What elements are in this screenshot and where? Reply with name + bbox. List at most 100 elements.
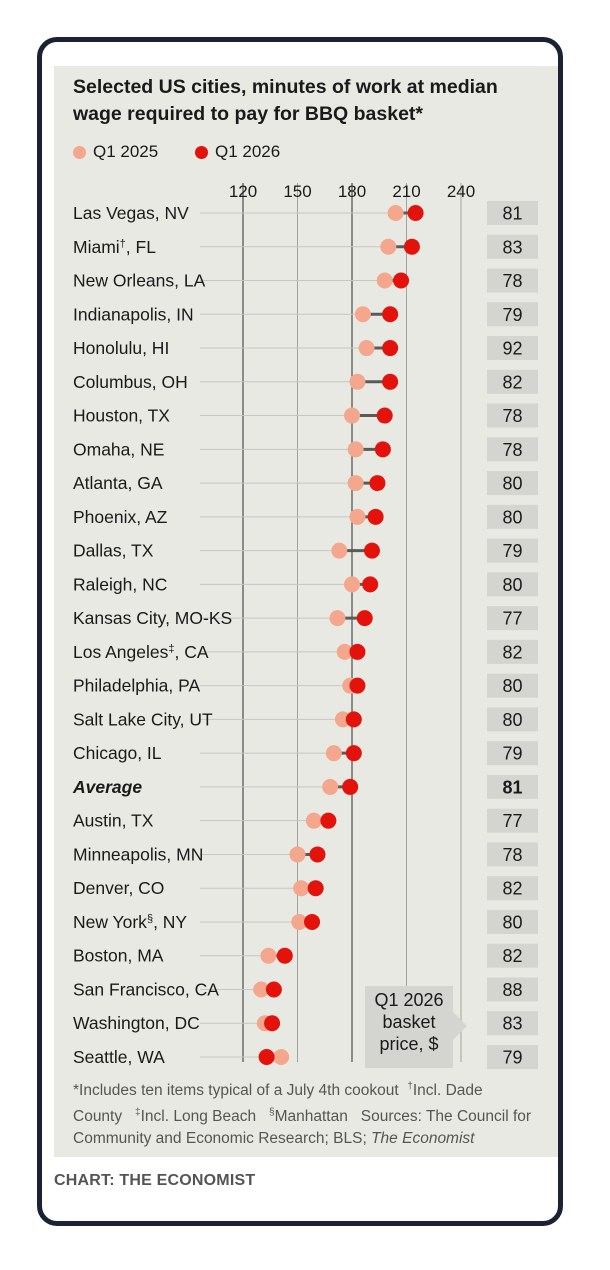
price-box-phoenix-az xyxy=(487,504,538,529)
price-value-dallas-tx: 79 xyxy=(502,541,522,561)
row-label-dallas-tx: Dallas, TX xyxy=(73,541,154,561)
row-label-houston-tx: Houston, TX xyxy=(73,406,170,426)
price-value-miami: 83 xyxy=(502,237,522,257)
legend-swatch-q1-2025 xyxy=(73,146,86,159)
row-label-suffix: , CA xyxy=(174,642,208,662)
price-callout: Q1 2026 basket price, $ xyxy=(365,986,453,1068)
row-label-los-angeles: Los Angeles‡, CA xyxy=(73,642,209,662)
dot-q1-2026-seattle-wa xyxy=(258,1049,275,1065)
callout-line-3: price, $ xyxy=(379,1034,439,1054)
row-label-boston-ma: Boston, MA xyxy=(73,946,164,966)
price-box-new-york xyxy=(487,909,538,934)
row-label-omaha-ne: Omaha, NE xyxy=(73,439,164,459)
row-label-san-francisco-ca: San Francisco, CA xyxy=(73,979,219,999)
dot-q1-2025-new-york xyxy=(291,913,308,930)
row-label-kansas-city-mo-ks: Kansas City, MO-KS xyxy=(73,608,232,628)
dot-q1-2025-denver-co xyxy=(293,880,310,897)
row-label-austin-tx: Austin, TX xyxy=(73,811,154,831)
row-label-text: Denver, CO xyxy=(73,878,164,898)
row-label-mark: § xyxy=(147,913,153,925)
dot-q1-2025-columbus-oh xyxy=(349,373,366,390)
row-label-phoenix-az: Phoenix, AZ xyxy=(73,507,168,527)
chart-credit: CHART: THE ECONOMIST xyxy=(54,1172,256,1189)
row-label-text: Seattle, WA xyxy=(73,1047,165,1067)
chart-title: Selected US cities, minutes of work at m… xyxy=(73,76,498,125)
dot-q1-2025-seattle-wa xyxy=(273,1049,290,1065)
dot-q1-2026-phoenix-az xyxy=(367,508,384,525)
row-label-atlanta-ga: Atlanta, GA xyxy=(73,473,163,493)
price-box-indianapolis-in xyxy=(487,302,538,327)
price-value-average: 81 xyxy=(502,777,522,797)
x-tick-label-210: 210 xyxy=(392,182,420,201)
row-label-text: Austin, TX xyxy=(73,811,154,831)
x-tick-label-240: 240 xyxy=(447,182,475,201)
row-label-text: Atlanta, GA xyxy=(73,473,163,493)
row-label-text: Minneapolis, MN xyxy=(73,844,203,864)
price-box-boston-ma xyxy=(487,943,538,968)
dot-q1-2026-boston-ma xyxy=(276,947,293,964)
row-label-suffix: , NY xyxy=(153,912,187,932)
price-value-houston-tx: 78 xyxy=(502,406,522,426)
row-label-philadelphia-pa: Philadelphia, PA xyxy=(73,676,200,696)
price-value-washington-dc: 83 xyxy=(502,1014,522,1034)
row-label-text: San Francisco, CA xyxy=(73,979,219,999)
price-value-boston-ma: 82 xyxy=(502,946,522,966)
callout-line-1: Q1 2026 xyxy=(374,990,444,1010)
price-value-minneapolis-mn: 78 xyxy=(502,845,522,865)
dot-q1-2025-dallas-tx xyxy=(331,542,348,559)
row-label-raleigh-nc: Raleigh, NC xyxy=(73,574,167,594)
row-label-text: Columbus, OH xyxy=(73,372,188,392)
footnote-mark-section: § xyxy=(269,1107,275,1119)
footnote-text-1: *Includes ten items typical of a July 4t… xyxy=(73,1082,399,1100)
dot-q1-2026-new-york xyxy=(304,913,321,930)
price-value-phoenix-az: 80 xyxy=(502,507,522,527)
dot-q1-2026-philadelphia-pa xyxy=(349,677,366,694)
price-value-seattle-wa: 79 xyxy=(502,1048,522,1068)
footnote-mark-dagger: † xyxy=(407,1081,413,1092)
dot-q1-2025-las-vegas-nv xyxy=(387,205,404,221)
price-box-austin-tx xyxy=(487,808,538,833)
price-value-columbus-oh: 82 xyxy=(502,372,522,392)
dot-q1-2026-atlanta-ga xyxy=(369,475,386,492)
callout-line-2: basket xyxy=(382,1012,436,1032)
price-box-omaha-ne xyxy=(487,437,538,462)
row-label-new-york: New York§, NY xyxy=(73,912,187,932)
dot-q1-2026-average xyxy=(342,778,359,795)
price-box-houston-tx xyxy=(487,403,538,428)
dot-q1-2026-kansas-city-mo-ks xyxy=(356,610,373,627)
footnote-mark-ddagger: ‡ xyxy=(135,1107,141,1119)
dot-q1-2025-boston-ma xyxy=(260,947,277,964)
price-box-chicago-il xyxy=(487,741,538,766)
price-value-chicago-il: 79 xyxy=(502,744,522,764)
footnote-text-4: Manhattan xyxy=(274,1108,348,1126)
row-label-washington-dc: Washington, DC xyxy=(73,1013,200,1033)
dot-q1-2025-phoenix-az xyxy=(349,508,366,525)
dot-q1-2025-honolulu-hi xyxy=(358,340,375,357)
dot-q1-2026-columbus-oh xyxy=(382,373,399,390)
row-label-chicago-il: Chicago, IL xyxy=(73,743,162,763)
legend-label-q1-2025: Q1 2025 xyxy=(93,142,159,161)
dot-q1-2026-chicago-il xyxy=(345,745,362,762)
footnote-text-6: The Economist xyxy=(371,1130,475,1148)
price-value-kansas-city-mo-ks: 77 xyxy=(502,609,522,629)
dot-q1-2026-miami xyxy=(403,238,420,255)
legend-label-q1-2026: Q1 2026 xyxy=(215,142,281,161)
dot-q1-2025-minneapolis-mn xyxy=(289,846,306,863)
price-value-los-angeles: 82 xyxy=(502,642,522,662)
row-label-text: Miami xyxy=(73,237,120,257)
row-label-honolulu-hi: Honolulu, HI xyxy=(73,338,169,358)
dot-q1-2025-average xyxy=(322,778,339,795)
price-box-san-francisco-ca xyxy=(487,977,538,1002)
row-label-text: Boston, MA xyxy=(73,946,164,966)
dot-q1-2025-kansas-city-mo-ks xyxy=(329,610,346,627)
row-label-text: Chicago, IL xyxy=(73,743,162,763)
price-box-minneapolis-mn xyxy=(487,842,538,867)
price-value-san-francisco-ca: 88 xyxy=(502,980,522,1000)
row-label-text: Average xyxy=(72,777,142,797)
row-label-suffix: , FL xyxy=(126,237,156,257)
row-label-mark: † xyxy=(120,238,126,250)
row-label-columbus-oh: Columbus, OH xyxy=(73,372,188,392)
row-label-text: Kansas City, MO-KS xyxy=(73,608,232,628)
row-label-text: Omaha, NE xyxy=(73,439,164,459)
